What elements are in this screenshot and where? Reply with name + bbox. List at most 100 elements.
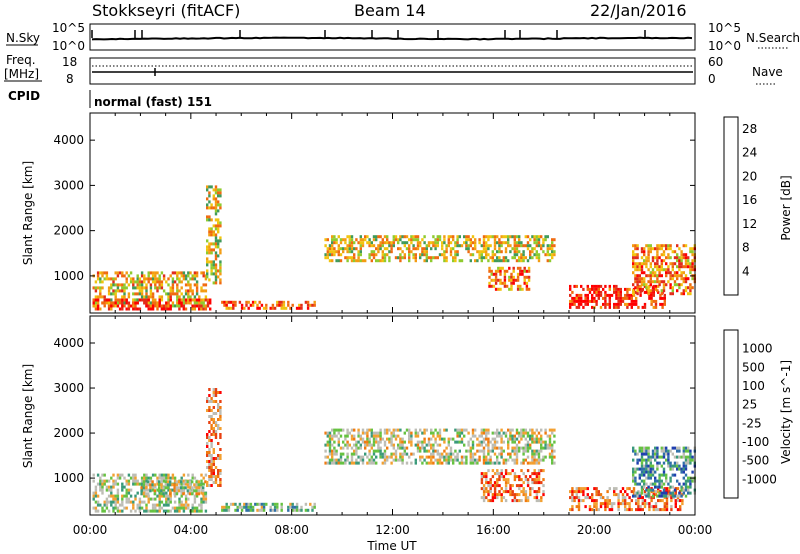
data-cell [414,238,417,242]
data-cell [134,497,137,501]
data-cell [212,469,215,472]
data-cell [134,304,137,308]
freq-ymax-label: 18 [62,55,77,69]
data-cell [171,286,175,290]
data-cell [206,263,209,267]
data-cell [537,487,541,491]
data-cell [524,244,527,248]
data-cell [434,437,437,441]
data-cell [510,275,513,279]
data-cell [217,242,220,246]
data-cell [575,299,578,303]
data-cell [210,484,213,487]
data-cell [390,455,393,459]
data-cell [412,235,415,239]
data-cell [608,296,611,300]
data-cell [436,244,439,248]
data-cell [507,437,510,441]
data-cell [160,295,164,299]
data-cell [92,473,95,477]
data-cell [357,256,360,260]
data-cell [613,487,616,491]
data-cell [680,250,683,254]
data-cell [200,485,203,489]
data-cell [540,458,543,462]
data-cell [643,247,646,251]
data-cell [647,289,650,293]
data-cell [522,449,525,453]
data-cell [513,256,516,260]
data-cell [656,461,659,465]
data-cell [630,305,633,309]
data-cell [509,235,512,239]
data-cell [671,250,674,254]
data-cell [645,494,648,498]
data-cell [118,283,122,287]
data-cell [309,502,312,506]
data-cell [165,292,168,296]
data-cell [662,494,666,498]
data-cell [687,485,690,489]
data-cell [443,458,446,462]
data-cell [480,244,483,248]
colorbar-frame [723,329,739,499]
data-cell [214,236,218,240]
data-cell [204,283,208,287]
data-cell [408,244,411,248]
data-cell [498,247,501,251]
data-cell [575,293,578,297]
data-cell [497,266,500,270]
data-cell [436,449,439,453]
data-cell [331,241,334,245]
data-cell [202,298,205,302]
data-cell [529,461,532,465]
data-cell [116,488,120,492]
data-cell [647,292,650,296]
data-cell [202,497,205,501]
data-cell [333,235,336,239]
data-cell [507,259,510,263]
data-cell [143,488,146,492]
data-cell [383,253,387,257]
data-cell [593,487,596,491]
data-cell [480,440,483,444]
data-cell [151,304,155,308]
data-cell [485,461,488,465]
data-cell [383,443,387,447]
data-cell [617,493,620,497]
data-cell [511,256,514,260]
data-cell [640,280,644,284]
data-cell [667,449,670,453]
data-cell [449,458,453,462]
data-cell [485,455,488,459]
data-cell [687,256,690,260]
data-cell [260,505,264,509]
data-cell [647,467,650,471]
data-cell [217,409,220,412]
data-cell [156,482,159,486]
data-cell [154,277,157,281]
data-cell [381,241,384,245]
data-cell [234,300,237,304]
data-cell [513,250,516,254]
data-cell [684,479,688,483]
data-cell [689,458,692,462]
data-cell [206,397,209,400]
data-cell [691,458,694,462]
data-cell [245,508,248,512]
data-cell [187,280,190,284]
data-cell [687,265,690,269]
data-cell [167,476,170,480]
data-cell [682,476,685,480]
data-cell [489,487,492,491]
data-cell [240,306,244,310]
data-cell [494,281,498,285]
colorbar-tick-label: 8 [742,241,750,255]
data-cell [535,472,539,476]
data-cell [548,455,552,459]
data-cell [184,494,188,498]
data-cell [660,292,663,296]
data-cell [456,241,459,245]
data-cell [191,292,194,296]
data-cell [328,431,332,435]
